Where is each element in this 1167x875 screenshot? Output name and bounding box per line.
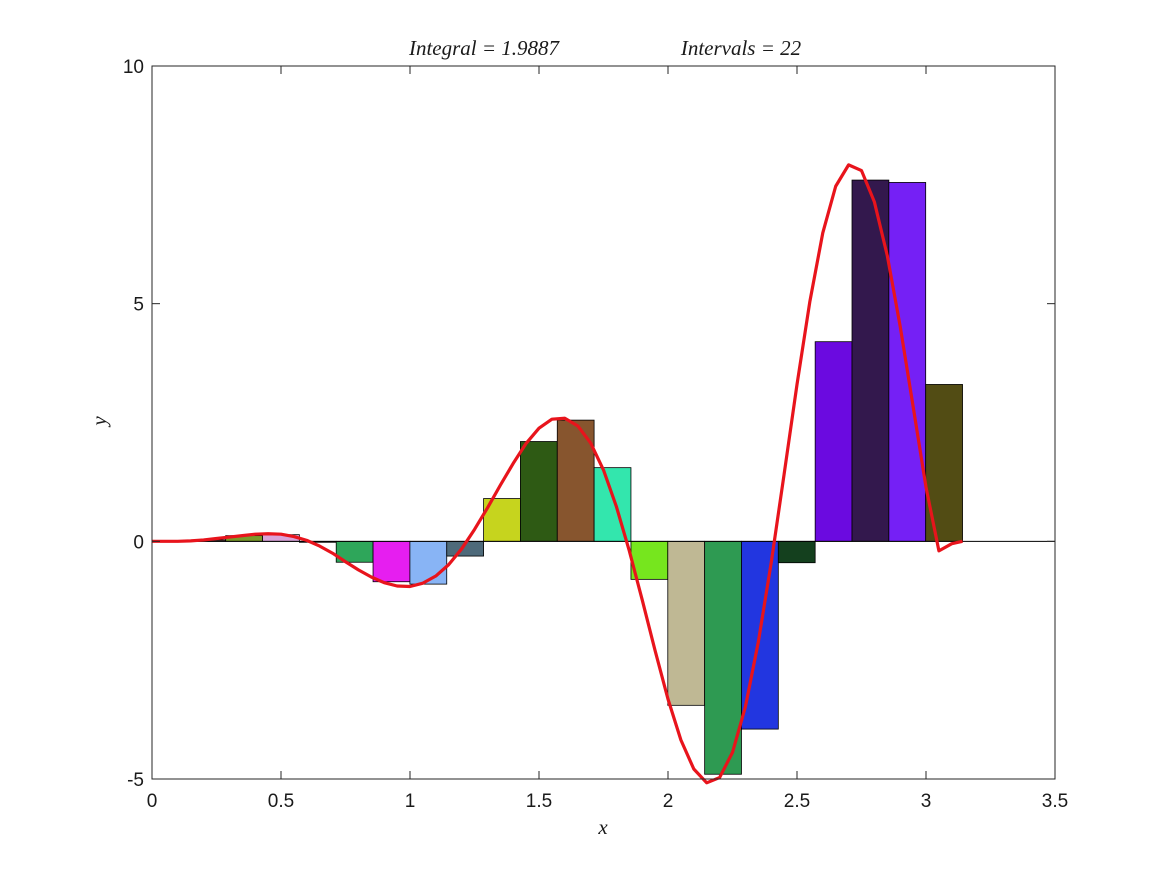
bar-15 — [704, 540, 742, 775]
bar-6 — [372, 540, 411, 583]
x-tick-label: 2 — [663, 791, 674, 812]
chart-title-intervals: Intervals = 22 — [680, 36, 802, 60]
y-tick-label: 5 — [133, 295, 144, 316]
x-tick-label: 0 — [147, 791, 158, 812]
plot-area-border — [151, 65, 1056, 780]
bar-10 — [520, 441, 558, 542]
y-tick-label: -5 — [127, 770, 144, 791]
x-tick-label: 1 — [405, 791, 416, 812]
bar-18 — [814, 341, 853, 542]
x-tick-label: 3 — [921, 791, 932, 812]
x-axis-label: x — [597, 815, 608, 839]
x-tick-label: 0.5 — [268, 791, 294, 812]
function-curve — [152, 163, 963, 785]
x-tick-label: 3.5 — [1042, 791, 1068, 812]
bar-7 — [409, 540, 448, 585]
x-tick-label: 2.5 — [784, 791, 810, 812]
x-tick-label: 1.5 — [526, 791, 552, 812]
y-tick-label: 10 — [123, 57, 144, 78]
chart-title-integral: Integral = 1.9887 — [408, 36, 561, 60]
bar-14 — [667, 540, 706, 706]
y-tick-label: 0 — [133, 532, 144, 553]
bar-12 — [593, 467, 632, 542]
y-axis-label: y — [87, 416, 111, 428]
bar-17 — [777, 540, 816, 564]
